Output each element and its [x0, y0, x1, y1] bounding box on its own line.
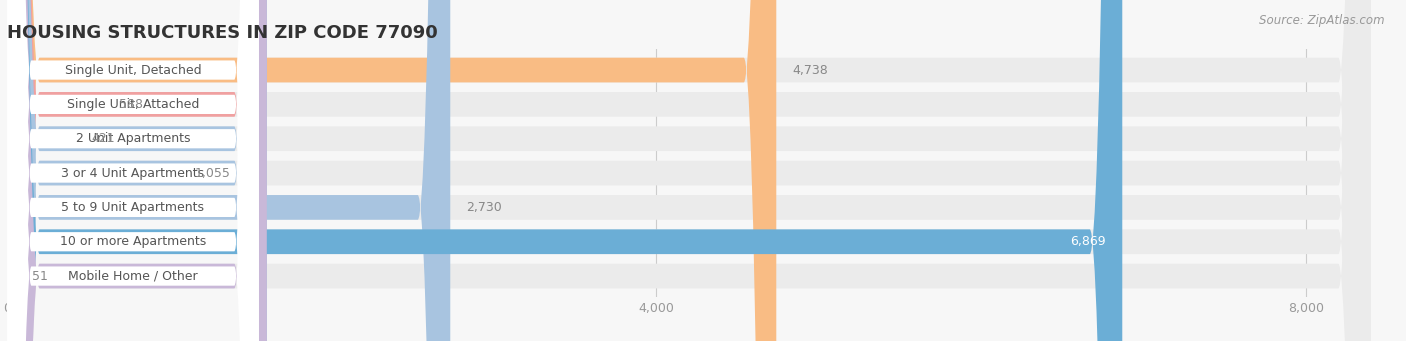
FancyBboxPatch shape: [7, 0, 1371, 341]
FancyBboxPatch shape: [7, 0, 776, 341]
Text: 421: 421: [91, 132, 115, 145]
FancyBboxPatch shape: [7, 0, 259, 341]
FancyBboxPatch shape: [7, 0, 1371, 341]
Text: 588: 588: [118, 98, 143, 111]
Text: 3 or 4 Unit Apartments: 3 or 4 Unit Apartments: [62, 166, 204, 180]
FancyBboxPatch shape: [7, 0, 259, 341]
FancyBboxPatch shape: [7, 0, 267, 341]
Text: 1,055: 1,055: [194, 166, 231, 180]
Text: Mobile Home / Other: Mobile Home / Other: [67, 270, 198, 283]
Text: 10 or more Apartments: 10 or more Apartments: [59, 235, 207, 248]
FancyBboxPatch shape: [7, 0, 267, 341]
FancyBboxPatch shape: [7, 0, 259, 341]
FancyBboxPatch shape: [7, 0, 1371, 341]
FancyBboxPatch shape: [7, 0, 1371, 341]
FancyBboxPatch shape: [7, 0, 267, 341]
Text: 4,738: 4,738: [793, 63, 828, 76]
Text: Source: ZipAtlas.com: Source: ZipAtlas.com: [1260, 14, 1385, 27]
FancyBboxPatch shape: [7, 0, 259, 341]
FancyBboxPatch shape: [7, 0, 450, 341]
Text: Single Unit, Detached: Single Unit, Detached: [65, 63, 201, 76]
FancyBboxPatch shape: [7, 0, 1371, 341]
FancyBboxPatch shape: [7, 0, 1371, 341]
Text: 2 Unit Apartments: 2 Unit Apartments: [76, 132, 190, 145]
FancyBboxPatch shape: [7, 0, 267, 341]
Text: HOUSING STRUCTURES IN ZIP CODE 77090: HOUSING STRUCTURES IN ZIP CODE 77090: [7, 24, 437, 42]
Text: 6,869: 6,869: [1070, 235, 1107, 248]
Text: 5 to 9 Unit Apartments: 5 to 9 Unit Apartments: [62, 201, 204, 214]
Text: 2,730: 2,730: [467, 201, 502, 214]
Text: Single Unit, Attached: Single Unit, Attached: [66, 98, 200, 111]
FancyBboxPatch shape: [7, 0, 259, 341]
FancyBboxPatch shape: [7, 0, 259, 341]
FancyBboxPatch shape: [7, 0, 1122, 341]
FancyBboxPatch shape: [7, 0, 259, 341]
Text: 51: 51: [31, 270, 48, 283]
FancyBboxPatch shape: [7, 0, 1371, 341]
